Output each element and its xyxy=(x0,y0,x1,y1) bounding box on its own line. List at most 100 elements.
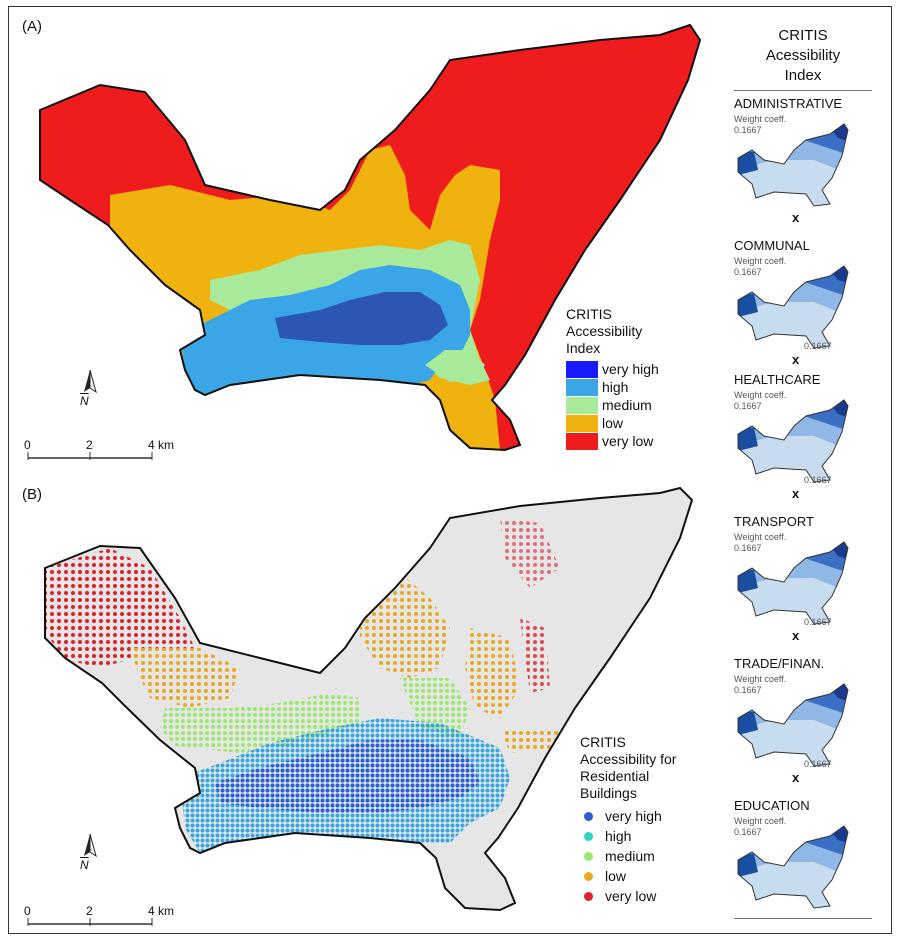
legend-b-item: low xyxy=(580,866,676,886)
legend-label: medium xyxy=(605,847,655,864)
scale-tick-2: 2 xyxy=(86,904,93,918)
north-label-b: N xyxy=(80,858,89,872)
scale-bar-a: 0 2 4 km xyxy=(22,438,182,464)
swatch-medium xyxy=(566,396,598,414)
multiply-icon: x xyxy=(792,770,800,785)
weight-value: 0.1667 xyxy=(734,267,762,277)
sidebar-title-line: Index xyxy=(784,67,822,84)
legend-label: high xyxy=(602,378,629,395)
figure-frame xyxy=(8,6,892,934)
city-boundary-a xyxy=(39,23,702,452)
legend-b-item: very low xyxy=(580,886,676,906)
multiply-icon: x xyxy=(792,352,800,367)
city-boundary-b xyxy=(44,486,694,912)
scale-tick-0: 0 xyxy=(24,904,31,918)
legend-b-title-3: Residential xyxy=(580,768,650,784)
sidebar-layer: EDUCATION Weight coeff. 0.1667 xyxy=(728,798,878,923)
scale-tick-0: 0 xyxy=(24,438,31,452)
legend-b-item: medium xyxy=(580,846,676,866)
layer-name: TRADE/FINAN. xyxy=(734,656,825,671)
layer-name: EDUCATION xyxy=(734,798,810,813)
sidebar-rule-bottom xyxy=(734,918,872,919)
multiply-icon: x xyxy=(792,210,800,225)
legend-a-title-1: CRITIS xyxy=(566,306,612,322)
legend-label: low xyxy=(605,867,627,884)
legend-label: very low xyxy=(602,432,654,449)
layer-name: TRANSPORT xyxy=(734,514,814,529)
legend-b-item: very high xyxy=(580,806,676,826)
legend-label: medium xyxy=(602,396,652,413)
sidebar-layer: HEALTHCARE Weight coeff. 0.1667 0.1667 xyxy=(728,372,878,497)
legend-a-item: medium xyxy=(566,396,659,414)
legend-label: very high xyxy=(602,360,659,377)
sidebar-layer: TRADE/FINAN. Weight coeff. 0.1667 0.1667 xyxy=(728,656,878,781)
weight-label: Weight coeff. xyxy=(734,256,787,266)
dot-very-low xyxy=(584,891,593,901)
sidebar-title-line: Acessibility xyxy=(765,47,841,64)
dot-very-high xyxy=(584,811,593,821)
weight-value: 0.1667 xyxy=(734,685,762,695)
legend-b-title-2: Accessibility for xyxy=(580,751,677,767)
weight-label: Weight coeff. xyxy=(734,390,787,400)
legend-a-item: high xyxy=(566,378,659,396)
sidebar-title: CRITIS Acessibility Index xyxy=(728,26,878,86)
weight-label: Weight coeff. xyxy=(734,114,787,124)
legend-label: very high xyxy=(605,807,662,824)
multiply-icon: x xyxy=(792,486,800,501)
legend-a-item: very high xyxy=(566,360,659,378)
legend-label: very low xyxy=(605,887,657,904)
weight-label: Weight coeff. xyxy=(734,674,787,684)
legend-label: high xyxy=(605,827,632,844)
layer-name: COMMUNAL xyxy=(734,238,810,253)
legend-label: low xyxy=(602,414,624,431)
legend-b-title-1: CRITIS xyxy=(580,734,626,750)
legend-b: CRITIS Accessibility for Residential Bui… xyxy=(580,734,676,906)
scale-tick-4: 4 km xyxy=(148,904,175,918)
dot-high xyxy=(584,831,593,841)
legend-b-title-4: Buildings xyxy=(580,785,637,801)
legend-a-title-3: Index xyxy=(566,340,601,356)
legend-a-title-2: Accessibility xyxy=(566,323,643,339)
weight-value: 0.1667 xyxy=(734,543,762,553)
layer-thumbnail xyxy=(737,265,849,349)
north-arrow-icon xyxy=(84,833,97,858)
scale-tick-2: 2 xyxy=(86,438,93,452)
sidebar-rule-top xyxy=(734,90,872,91)
legend-a-item: low xyxy=(566,414,659,432)
weight-value-bottom: 0.1667 xyxy=(804,341,832,351)
layer-thumbnail xyxy=(737,825,849,909)
swatch-very-high xyxy=(566,360,598,378)
legend-a: CRITIS Accessibility Index very high hig… xyxy=(566,306,659,450)
layer-thumbnail xyxy=(737,683,849,767)
weight-value-bottom: 0.1667 xyxy=(804,475,832,485)
layer-thumbnail xyxy=(737,399,849,483)
panel-b-map xyxy=(44,486,694,912)
sidebar-layer: COMMUNAL Weight coeff. 0.1667 0.1667 xyxy=(728,238,878,363)
sidebar-layer: ADMINISTRATIVE Weight coeff. 0.1667 xyxy=(728,96,878,221)
swatch-low xyxy=(566,414,598,432)
swatch-very-low xyxy=(566,432,598,450)
dot-low xyxy=(584,871,593,881)
weight-value-bottom: 0.1667 xyxy=(804,617,832,627)
swatch-high xyxy=(566,378,598,396)
weight-value: 0.1667 xyxy=(734,125,762,135)
weight-label: Weight coeff. xyxy=(734,816,787,826)
layer-thumbnail xyxy=(737,123,849,207)
weight-value: 0.1667 xyxy=(734,401,762,411)
layer-thumbnail xyxy=(737,541,849,625)
north-arrow-icon xyxy=(84,369,97,394)
layer-name: HEALTHCARE xyxy=(734,372,821,387)
panel-b-label: (B) xyxy=(22,486,42,503)
multiply-icon: x xyxy=(792,628,800,643)
weight-value-bottom: 0.1667 xyxy=(804,759,832,769)
criteria-sidebar: CRITIS Acessibility Index ADMINISTRATIVE… xyxy=(728,6,878,934)
legend-b-item: high xyxy=(580,826,676,846)
scale-bar-b: 0 2 4 km xyxy=(22,904,182,930)
north-label-a: N xyxy=(80,394,89,408)
scale-tick-4: 4 km xyxy=(148,438,175,452)
dot-medium xyxy=(584,851,593,861)
weight-label: Weight coeff. xyxy=(734,532,787,542)
layer-name: ADMINISTRATIVE xyxy=(734,96,843,111)
sidebar-title-line: CRITIS xyxy=(778,27,828,44)
panel-a-label: (A) xyxy=(22,18,42,35)
